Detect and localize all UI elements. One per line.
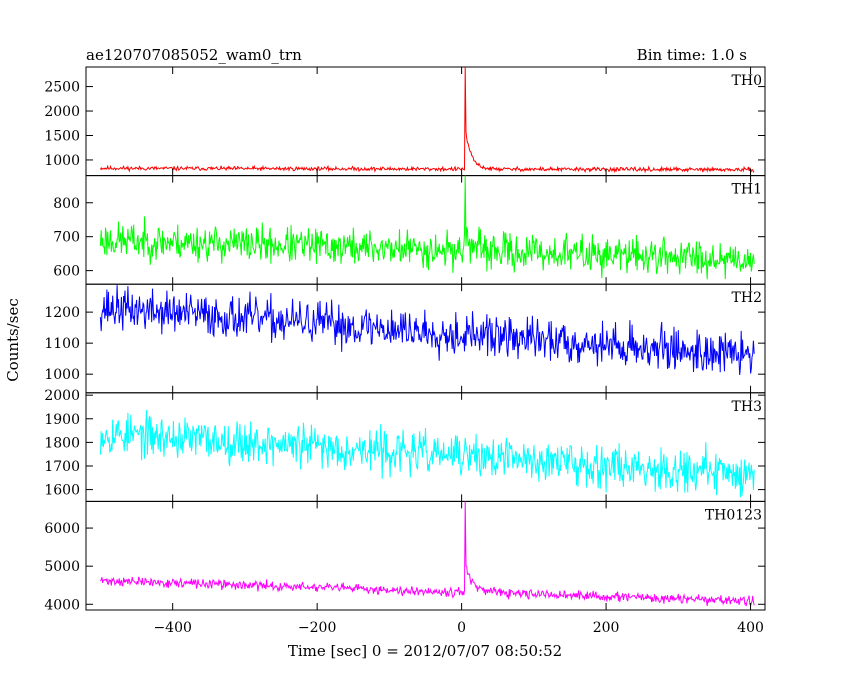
y-tick-label: 4000	[44, 597, 80, 613]
panel-frame-th2	[85, 283, 766, 394]
y-tick-label: 5000	[44, 559, 80, 575]
x-axis-label: Time [sec] 0 = 2012/07/07 08:50:52	[288, 642, 562, 660]
y-tick-label: 600	[53, 264, 80, 280]
x-tick-label: −400	[153, 620, 191, 636]
panel-frame-th3	[85, 392, 766, 502]
series-line-th0	[99, 66, 755, 174]
panel-frame-th0123	[85, 500, 766, 611]
chart-title: ae120707085052_wam0_trn	[86, 46, 302, 64]
y-tick-label: 2000	[44, 104, 80, 120]
band-label-th1: TH1	[732, 182, 762, 198]
y-tick-label: 1700	[44, 459, 80, 475]
y-tick-label: 6000	[44, 521, 80, 537]
band-label-th0: TH0	[732, 73, 762, 89]
y-tick-label: 2500	[44, 80, 80, 96]
y-tick-label: 1100	[44, 336, 80, 352]
y-tick-label: 1600	[44, 483, 80, 499]
y-tick-label: 1900	[44, 412, 80, 428]
band-label-th3: TH3	[732, 399, 762, 415]
y-tick-label: 700	[53, 230, 80, 246]
panel-frame-th0	[85, 66, 766, 177]
bin-time-label: Bin time: 1.0 s	[637, 46, 747, 64]
band-label-th0123: TH0123	[705, 507, 762, 523]
series-line-th2	[99, 285, 755, 376]
x-tick-label: 200	[593, 620, 620, 636]
x-tick-label: −200	[298, 620, 336, 636]
series-line-th3	[99, 409, 755, 498]
x-tick-label: 400	[737, 620, 764, 636]
y-tick-label: 2000	[44, 388, 80, 404]
series-line-th0123	[99, 501, 755, 607]
y-tick-label: 1500	[44, 128, 80, 144]
panel-frame-th1	[85, 175, 766, 285]
series-line-th1	[99, 175, 755, 280]
y-tick-label: 800	[53, 196, 80, 212]
y-tick-label: 1800	[44, 435, 80, 451]
x-tick-label: 0	[457, 620, 466, 636]
y-tick-label: 1200	[44, 305, 80, 321]
y-tick-label: 1000	[44, 153, 80, 169]
y-axis-label: Counts/sec	[4, 298, 22, 382]
y-tick-label: 1000	[44, 367, 80, 383]
band-label-th2: TH2	[732, 290, 762, 306]
